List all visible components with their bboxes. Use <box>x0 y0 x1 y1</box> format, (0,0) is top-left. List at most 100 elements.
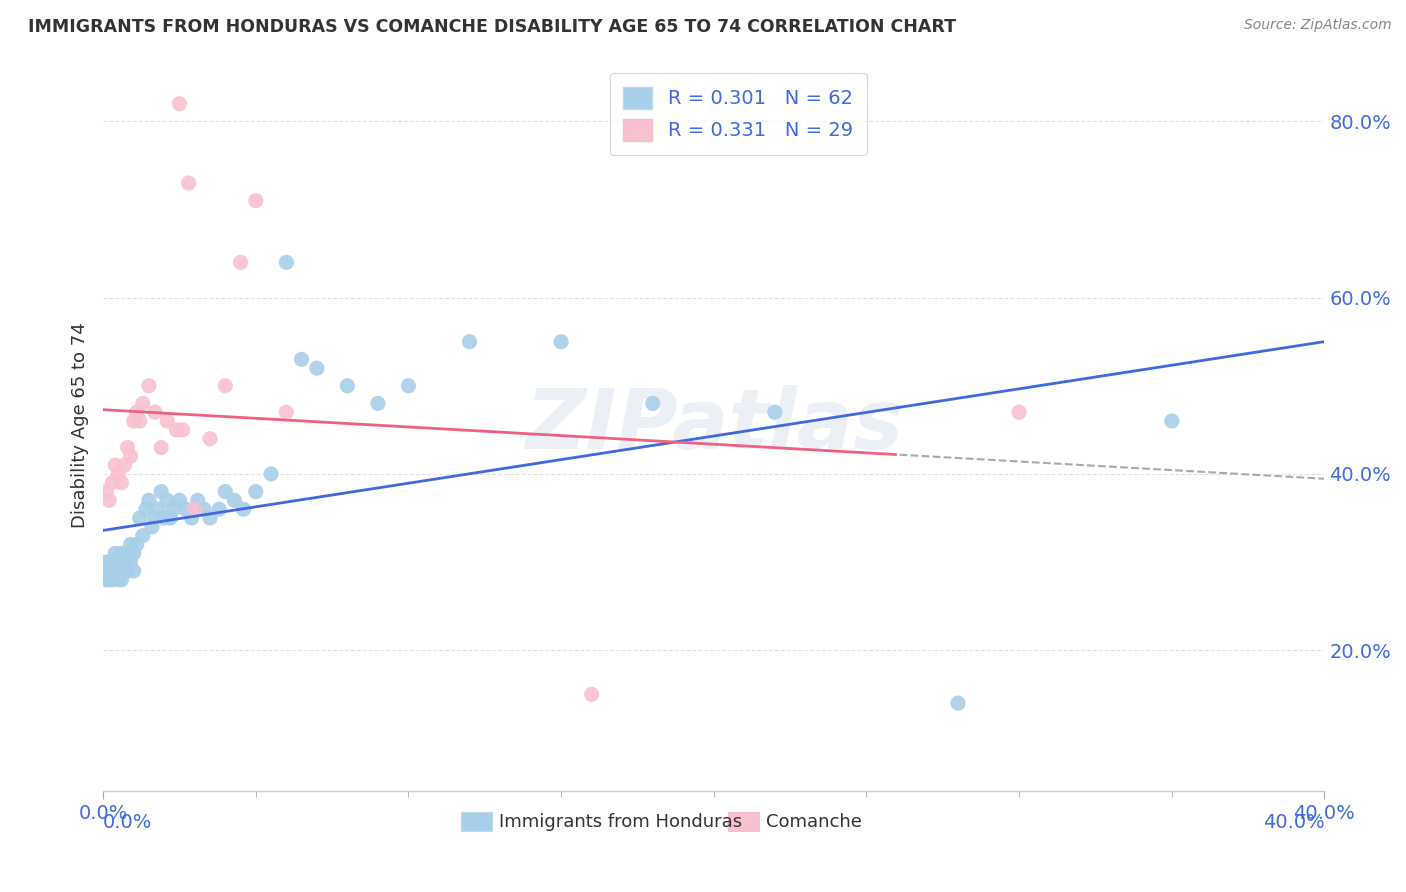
Point <box>120 450 142 464</box>
Point <box>110 573 132 587</box>
Point <box>180 511 202 525</box>
Point <box>98 493 121 508</box>
Point <box>162 502 184 516</box>
Point <box>1160 414 1182 428</box>
Point <box>101 573 124 587</box>
Point <box>458 334 481 349</box>
Text: Comanche: Comanche <box>766 813 862 830</box>
Point <box>153 511 176 525</box>
Point <box>114 458 136 472</box>
Point <box>398 378 420 392</box>
Point <box>114 564 136 578</box>
Point <box>165 423 187 437</box>
Point <box>224 493 246 508</box>
Point <box>107 573 129 587</box>
Point <box>143 511 166 525</box>
Point <box>159 511 181 525</box>
Point <box>156 493 179 508</box>
Point <box>132 396 155 410</box>
Point <box>107 555 129 569</box>
Point <box>107 467 129 481</box>
Point <box>98 573 121 587</box>
Point <box>101 564 124 578</box>
Text: Source: ZipAtlas.com: Source: ZipAtlas.com <box>1244 18 1392 32</box>
Point <box>763 405 786 419</box>
Point <box>125 537 148 551</box>
Point <box>229 255 252 269</box>
Point <box>122 546 145 560</box>
Point <box>177 176 200 190</box>
Point <box>174 502 197 516</box>
Point <box>143 405 166 419</box>
Text: Immigrants from Honduras: Immigrants from Honduras <box>499 813 742 830</box>
Text: ZIPatlas: ZIPatlas <box>524 385 903 466</box>
Point <box>104 546 127 560</box>
Point <box>208 502 231 516</box>
Text: IMMIGRANTS FROM HONDURAS VS COMANCHE DISABILITY AGE 65 TO 74 CORRELATION CHART: IMMIGRANTS FROM HONDURAS VS COMANCHE DIS… <box>28 18 956 36</box>
Point <box>122 414 145 428</box>
Point <box>641 396 664 410</box>
Point <box>193 502 215 516</box>
Point <box>128 511 150 525</box>
Point <box>128 414 150 428</box>
Point <box>132 528 155 542</box>
Point <box>104 564 127 578</box>
Point <box>260 467 283 481</box>
Point <box>138 493 160 508</box>
Point <box>232 502 254 516</box>
Point <box>101 475 124 490</box>
Point <box>110 475 132 490</box>
Point <box>117 564 139 578</box>
Point <box>141 520 163 534</box>
Point <box>138 378 160 392</box>
Point <box>367 396 389 410</box>
Point <box>276 255 298 269</box>
Point <box>550 334 572 349</box>
Point <box>104 555 127 569</box>
Point <box>120 537 142 551</box>
Point <box>107 564 129 578</box>
Point <box>245 194 267 208</box>
Text: 0.0%: 0.0% <box>103 813 152 832</box>
Legend: R = 0.301   N = 62, R = 0.331   N = 29: R = 0.301 N = 62, R = 0.331 N = 29 <box>610 73 866 155</box>
Point <box>104 458 127 472</box>
Point <box>98 555 121 569</box>
Point <box>214 378 236 392</box>
Point <box>135 502 157 516</box>
Point <box>245 484 267 499</box>
Point <box>187 493 209 508</box>
Point <box>125 405 148 419</box>
Point <box>150 441 173 455</box>
Point <box>96 573 118 587</box>
Point <box>214 484 236 499</box>
Point <box>198 511 221 525</box>
Point <box>946 696 969 710</box>
Point <box>117 546 139 560</box>
Point <box>146 502 169 516</box>
Point <box>96 555 118 569</box>
Point <box>290 352 312 367</box>
Point <box>305 361 328 376</box>
Point <box>581 687 603 701</box>
Point <box>98 564 121 578</box>
Point <box>101 555 124 569</box>
Point <box>336 378 359 392</box>
Y-axis label: Disability Age 65 to 74: Disability Age 65 to 74 <box>72 323 89 528</box>
Point <box>96 484 118 499</box>
Point <box>96 564 118 578</box>
Point <box>110 546 132 560</box>
Point <box>1008 405 1031 419</box>
Point <box>114 555 136 569</box>
Point <box>120 555 142 569</box>
Point <box>150 484 173 499</box>
Point <box>117 441 139 455</box>
Point <box>183 502 205 516</box>
Point <box>276 405 298 419</box>
Point <box>169 493 191 508</box>
Point <box>156 414 179 428</box>
Point <box>172 423 194 437</box>
Text: 40.0%: 40.0% <box>1263 813 1324 832</box>
Point <box>198 432 221 446</box>
Point <box>122 564 145 578</box>
Point <box>169 96 191 111</box>
